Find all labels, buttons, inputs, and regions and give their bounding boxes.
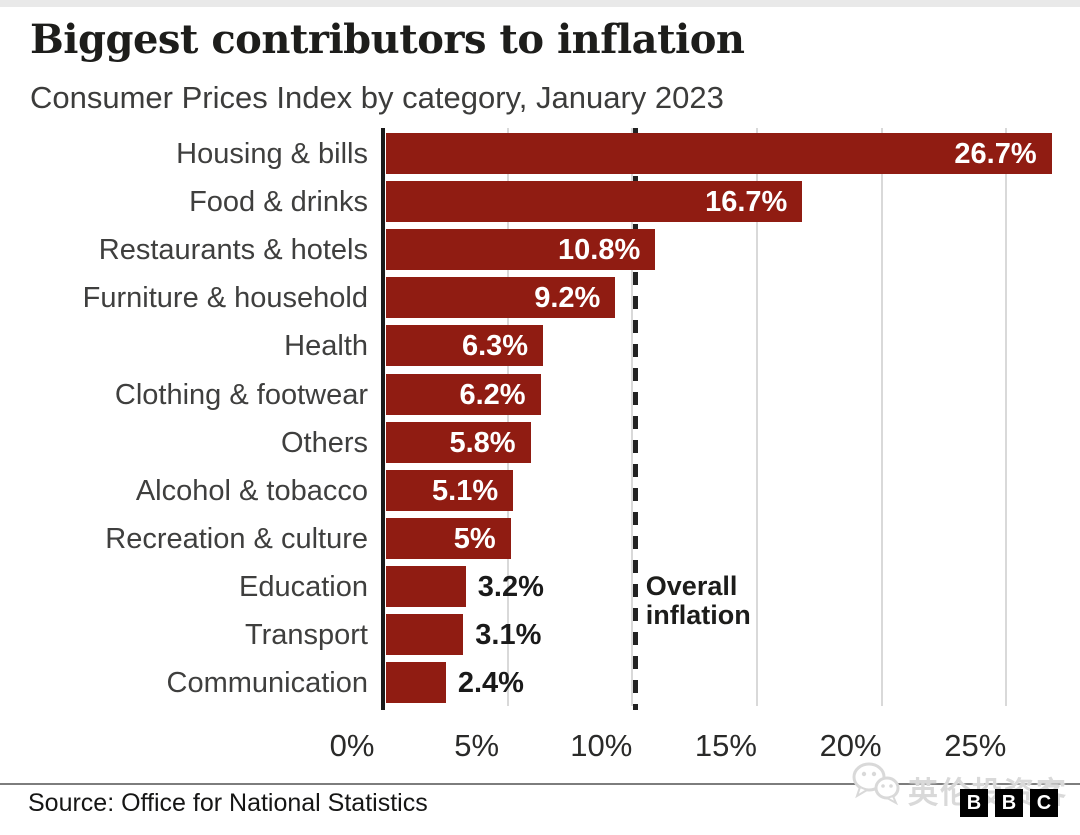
value-label: 5.8% (449, 426, 516, 459)
value-label: 3.2% (477, 570, 544, 603)
vertical-gridline (880, 128, 883, 706)
bar (386, 565, 466, 607)
x-axis-tick-label: 20% (819, 728, 882, 763)
overall-inflation-reference-line (632, 128, 638, 710)
chart-title: Biggest contributors to inflation (30, 16, 745, 63)
category-label: Alcohol & tobacco (135, 474, 368, 507)
category-label: Education (239, 570, 368, 603)
bar (386, 277, 616, 319)
category-label: Health (284, 330, 368, 363)
category-label: Transport (244, 619, 368, 651)
category-label: Communication (166, 667, 368, 700)
vertical-gridline (506, 128, 509, 706)
value-label: 6.2% (459, 378, 526, 411)
vertical-gridline (631, 128, 634, 706)
bar (386, 614, 464, 655)
category-label: Housing & bills (176, 138, 368, 170)
vertical-gridline (755, 128, 758, 706)
bar (386, 517, 511, 559)
value-label: 5.1% (432, 474, 499, 507)
wechat-icon (850, 760, 902, 814)
category-label: Restaurants & hotels (98, 234, 368, 267)
category-label: Recreation & culture (105, 522, 368, 555)
value-label: 5% (453, 522, 496, 555)
bar (386, 229, 656, 271)
bar (386, 421, 531, 463)
bar (386, 133, 1052, 174)
value-label: 16.7% (705, 186, 788, 219)
bar (386, 181, 803, 223)
source-note: Source: Office for National Statistics (28, 789, 428, 817)
category-label: Others (280, 426, 368, 459)
value-label: 10.8% (558, 234, 641, 267)
bbc-logo: B B C (960, 789, 1058, 817)
category-label: Clothing & footwear (114, 378, 368, 411)
value-label: 6.3% (461, 330, 529, 363)
bbc-logo-block: B (995, 789, 1023, 817)
x-axis-tick-label: 5% (454, 728, 500, 763)
value-label: 26.7% (954, 138, 1037, 170)
plot-area: Housing & bills 26.7% Food & drinks 16.7% Re… (0, 128, 1080, 763)
category-label: Food & drinks (189, 186, 368, 219)
x-axis-tick-label: 0% (329, 728, 375, 763)
x-axis-tick-label: 15% (694, 728, 757, 763)
x-axis-tick-label: 10% (570, 728, 633, 763)
bar (386, 662, 446, 704)
vertical-gridline (1005, 128, 1008, 706)
y-axis-line (381, 128, 385, 710)
x-axis-tick-label: 25% (944, 728, 1007, 763)
bar (386, 373, 541, 415)
value-label: 2.4% (457, 667, 524, 700)
chart-subtitle: Consumer Prices Index by category, Janua… (30, 80, 724, 115)
value-label: 3.1% (475, 619, 542, 651)
bbc-logo-block: B (960, 789, 988, 817)
footer-divider (0, 783, 1080, 785)
value-label: 9.2% (534, 282, 601, 315)
category-label: Furniture & household (82, 282, 368, 315)
overall-inflation-label: Overall inflation (645, 571, 751, 630)
bar (386, 469, 514, 511)
bar (386, 325, 544, 367)
bbc-logo-block: C (1030, 789, 1058, 817)
top-strip (0, 0, 1080, 7)
